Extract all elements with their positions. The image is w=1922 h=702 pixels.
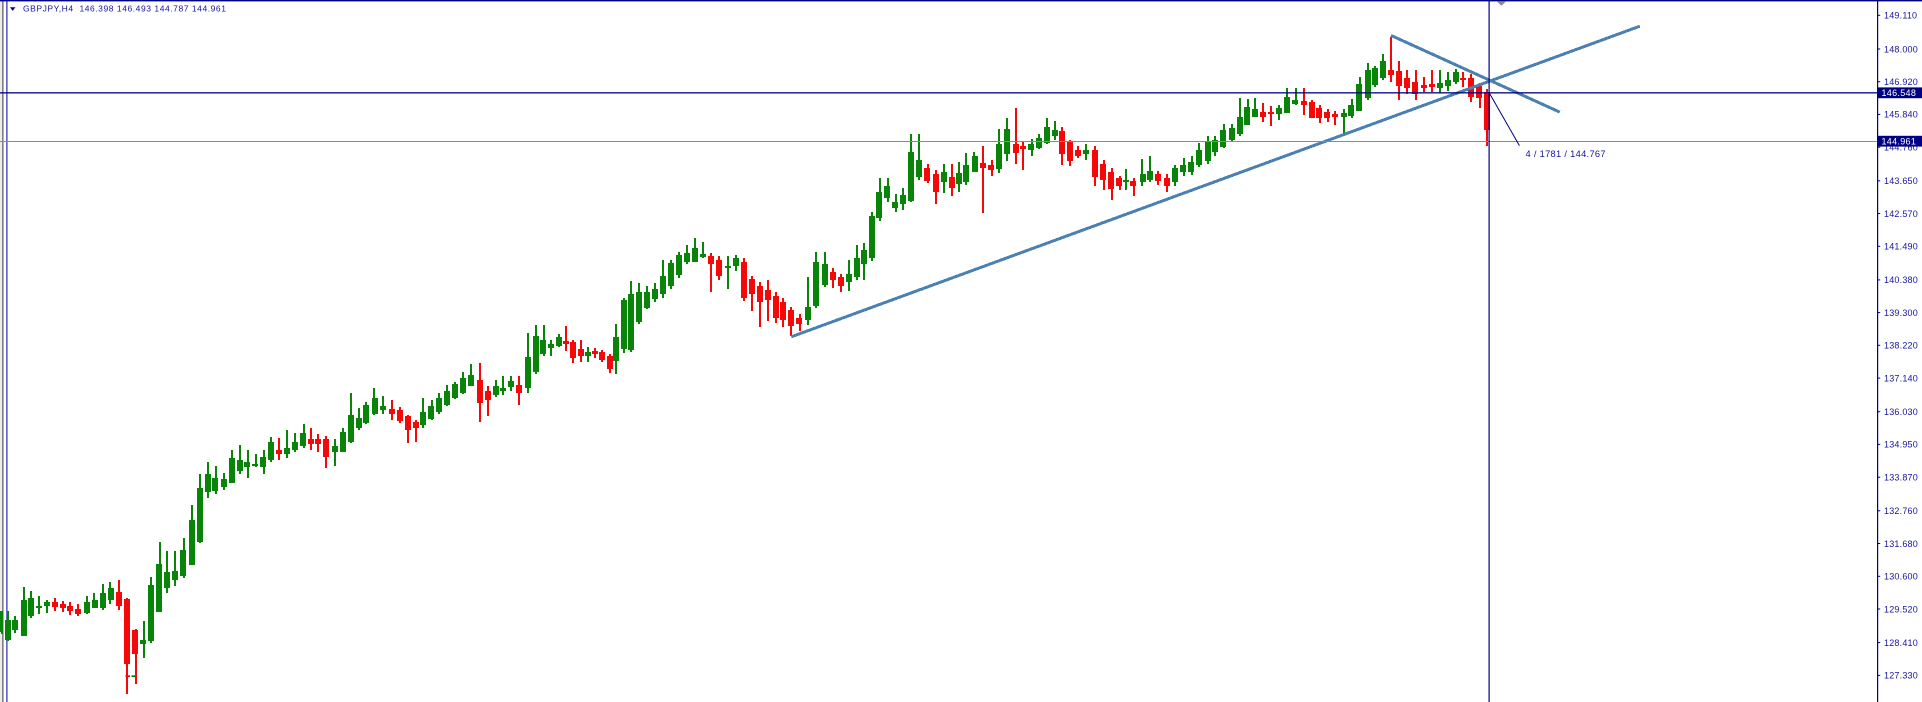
svg-text:131.680: 131.680 — [1884, 539, 1918, 549]
svg-text:138.220: 138.220 — [1884, 341, 1918, 351]
svg-text:GBPJPY,H4 146.398 146.493 144: GBPJPY,H4 146.398 146.493 144.787 144.96… — [23, 4, 226, 14]
svg-text:148.000: 148.000 — [1884, 44, 1918, 54]
svg-text:128.410: 128.410 — [1884, 638, 1918, 648]
svg-text:134.950: 134.950 — [1884, 440, 1918, 450]
svg-text:130.600: 130.600 — [1884, 572, 1918, 582]
svg-text:133.870: 133.870 — [1884, 473, 1918, 483]
svg-text:137.140: 137.140 — [1884, 373, 1918, 383]
svg-text:132.760: 132.760 — [1884, 506, 1918, 516]
svg-text:136.030: 136.030 — [1884, 407, 1918, 417]
svg-text:146.920: 146.920 — [1884, 77, 1918, 87]
svg-text:142.570: 142.570 — [1884, 209, 1918, 219]
svg-text:129.520: 129.520 — [1884, 604, 1918, 614]
svg-text:144.760: 144.760 — [1884, 143, 1918, 153]
svg-text:146.548: 146.548 — [1882, 88, 1917, 98]
svg-text:141.490: 141.490 — [1884, 242, 1918, 252]
svg-text:143.650: 143.650 — [1884, 176, 1918, 186]
svg-text:144.961: 144.961 — [1882, 137, 1917, 147]
svg-text:139.300: 139.300 — [1884, 308, 1918, 318]
svg-text:149.110: 149.110 — [1884, 11, 1917, 21]
svg-text:4 / 1781 / 144.767: 4 / 1781 / 144.767 — [1526, 149, 1606, 159]
svg-text:127.330: 127.330 — [1884, 671, 1918, 681]
svg-text:140.380: 140.380 — [1884, 275, 1918, 285]
svg-text:145.840: 145.840 — [1884, 110, 1918, 120]
